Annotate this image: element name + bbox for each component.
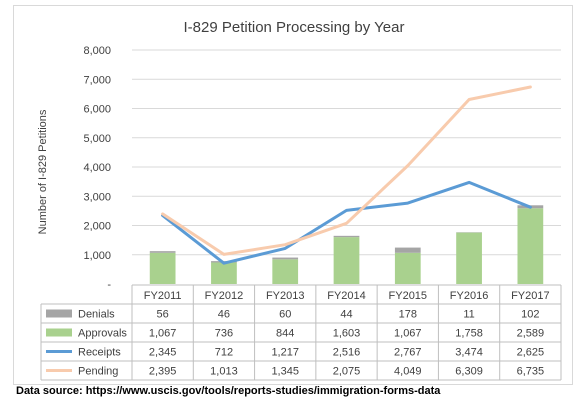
legend-label-approvals: Approvals — [78, 328, 127, 340]
table-value-pending: 1,013 — [210, 366, 238, 378]
table-value-receipts: 1,217 — [271, 347, 299, 359]
y-axis-title: Number of I-829 Petitions — [37, 109, 49, 234]
y-tick-label: 3,000 — [83, 191, 111, 203]
table-value-denials: 56 — [157, 309, 169, 321]
table-value-denials: 60 — [279, 309, 291, 321]
y-tick-label: - — [107, 279, 111, 291]
table-value-receipts: 712 — [215, 347, 233, 359]
y-tick-label: 4,000 — [83, 162, 111, 174]
bar-denials — [272, 257, 299, 260]
bar-approvals — [333, 237, 360, 284]
legend-key-approvals — [46, 328, 72, 337]
x-category-label: FY2011 — [144, 290, 182, 302]
table-value-approvals: 1,758 — [455, 328, 483, 340]
x-category-label: FY2017 — [511, 290, 550, 302]
y-tick-label: 7,000 — [83, 74, 111, 86]
table-value-approvals: 844 — [276, 328, 294, 340]
table-value-pending: 2,075 — [333, 366, 361, 378]
x-category-label: FY2012 — [205, 290, 244, 302]
y-tick-label: 8,000 — [83, 45, 111, 57]
table-value-receipts: 2,625 — [517, 347, 545, 359]
table-value-receipts: 3,474 — [455, 347, 483, 359]
legend-key-denials — [46, 309, 72, 318]
table-value-pending: 6,309 — [455, 366, 483, 378]
table-value-denials: 11 — [463, 309, 474, 321]
bar-denials — [394, 247, 421, 253]
y-tick-label: 2,000 — [83, 221, 111, 233]
table-value-approvals: 736 — [215, 328, 233, 340]
table-value-approvals: 1,067 — [394, 328, 422, 340]
legend-label-pending: Pending — [78, 366, 118, 378]
table-value-approvals: 2,589 — [517, 328, 545, 340]
legend-label-denials: Denials — [78, 309, 115, 321]
bar-approvals — [211, 262, 237, 284]
line-pending — [161, 85, 532, 256]
table-value-denials: 178 — [399, 309, 417, 321]
y-tick-label: 1,000 — [83, 250, 111, 262]
legend-label-receipts: Receipts — [78, 347, 121, 359]
table-value-receipts: 2,345 — [149, 347, 177, 359]
table-value-pending: 6,735 — [517, 366, 545, 378]
table-value-pending: 1,345 — [271, 366, 299, 378]
line-receipts — [161, 180, 532, 265]
x-category-label: FY2015 — [389, 290, 428, 302]
bar-approvals — [272, 259, 299, 284]
x-category-label: FY2013 — [266, 290, 305, 302]
bar-approvals — [517, 208, 544, 284]
bar-approvals — [456, 232, 482, 284]
chart-title: I-829 Petition Processing by Year — [184, 19, 405, 36]
y-tick-label: 6,000 — [83, 104, 111, 116]
table-value-receipts: 2,767 — [394, 347, 422, 359]
data-source-note: Data source: https://www.uscis.gov/tools… — [16, 385, 441, 397]
x-category-label: FY2016 — [450, 290, 489, 302]
table-value-pending: 4,049 — [394, 366, 422, 378]
y-tick-label: 5,000 — [83, 133, 111, 145]
bar-approvals — [394, 252, 421, 284]
table-value-pending: 2,395 — [149, 366, 177, 378]
table-value-denials: 44 — [340, 309, 352, 321]
bar-approvals — [149, 252, 176, 284]
bar-denials — [333, 235, 360, 238]
bar-denials — [149, 251, 176, 253]
table-value-receipts: 2,516 — [333, 347, 361, 359]
table-value-approvals: 1,603 — [333, 328, 361, 340]
chart-frame: I-829 Petition Processing by Year Number … — [13, 5, 573, 385]
table-value-denials: 102 — [521, 309, 539, 321]
table-value-denials: 46 — [218, 309, 230, 321]
table-value-approvals: 1,067 — [149, 328, 177, 340]
x-category-label: FY2014 — [327, 290, 366, 302]
chart: I-829 Petition Processing by Year Number … — [37, 19, 562, 381]
